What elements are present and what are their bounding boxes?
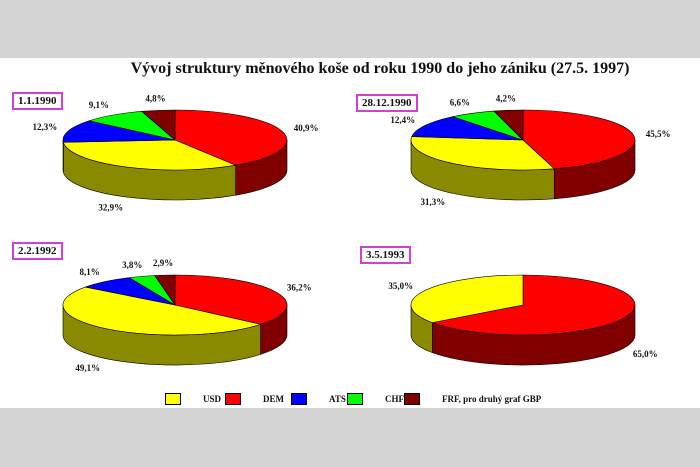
pie-2-slice-ats: [411, 116, 524, 141]
pie-3-label-ats: 8,1%: [80, 267, 100, 277]
pie-2-slice-frf_gbp: [493, 109, 524, 141]
pie-1-label-ats: 12,3%: [32, 122, 57, 132]
legend-label-chf: CHF: [385, 394, 404, 404]
pie-charts: 40,9% 32,9% 12,3% 9,1% 4,8% 45,5% 31,3% 12,4% 6,…: [32, 93, 670, 373]
pie-1-slice-usd: [62, 139, 237, 171]
pie-3-label-chf: 3,8%: [122, 260, 142, 270]
pie-3-label-frf_gbp: 2,9%: [153, 258, 173, 268]
pie-1-label-frf_gbp: 4,8%: [145, 93, 165, 103]
pie-2-label-chf: 6,6%: [450, 98, 470, 108]
legend-swatch-usd: [165, 393, 181, 405]
pie-3-label-dem: 36,2%: [287, 282, 312, 292]
pie-2-label-usd: 31,3%: [420, 197, 445, 207]
pie-1-slice-ats: [62, 120, 176, 143]
date-label-3: 2.2.1992: [12, 242, 63, 260]
pie-2: 45,5% 31,3% 12,4% 6,6% 4,2%: [390, 93, 670, 207]
legend-item-usd: USD: [165, 393, 221, 405]
pie-4-slice-dem: [431, 274, 636, 336]
pie-4: 65,0% 35,0%: [388, 274, 658, 366]
pie-2-label-frf_gbp: 4,2%: [496, 93, 516, 103]
legend-swatch-frf-gbp: [404, 393, 420, 405]
pie-2-slice-usd: [410, 136, 555, 171]
legend-item-dem: DEM: [225, 393, 284, 405]
pie-3-slice-usd: [62, 286, 262, 336]
legend-swatch-ats: [291, 393, 307, 405]
pie-1-label-chf: 9,1%: [89, 100, 109, 110]
pie-2-label-dem: 45,5%: [646, 129, 671, 139]
pie-3-slice-frf_gbp: [154, 274, 176, 306]
legend-swatch-chf: [347, 393, 363, 405]
pie-1-label-usd: 32,9%: [98, 203, 123, 213]
slide: Vývoj struktury měnového koše od roku 19…: [0, 58, 700, 408]
pie-2-slice-dem: [522, 109, 636, 170]
legend-swatch-dem: [225, 393, 241, 405]
legend-label-usd: USD: [203, 394, 222, 404]
date-label-2: 28.12.1990: [356, 94, 418, 112]
legend-item-chf: CHF: [347, 393, 404, 405]
pie-1-slice-frf_gbp: [140, 109, 176, 141]
pie-3: 36,2% 49,1% 8,1% 3,8% 2,9%: [62, 258, 312, 373]
pie-1: 40,9% 32,9% 12,3% 9,1% 4,8%: [32, 93, 318, 212]
pie-3-label-usd: 49,1%: [75, 363, 100, 373]
legend-item-ats: ATS: [291, 393, 346, 405]
pie-4-slice-usd: [410, 274, 524, 323]
legend-label-dem: DEM: [263, 394, 284, 404]
date-label-4: 3.5.1993: [360, 246, 411, 264]
pie-4-label-dem: 65,0%: [633, 349, 658, 359]
chart-title: Vývoj struktury měnového koše od roku 19…: [130, 60, 630, 77]
pie-3-slice-dem: [174, 274, 288, 325]
legend-label-frf-gbp: FRF, pro druhý graf GBP: [442, 394, 542, 404]
pie-2-label-ats: 12,4%: [390, 115, 415, 125]
legend-label-ats: ATS: [329, 394, 346, 404]
pie-4-label-usd: 35,0%: [388, 281, 413, 291]
date-label-1: 1.1.1990: [12, 92, 63, 110]
pie-1-label-dem: 40,9%: [294, 123, 319, 133]
legend-item-frf-gbp: FRF, pro druhý graf GBP: [404, 393, 541, 405]
